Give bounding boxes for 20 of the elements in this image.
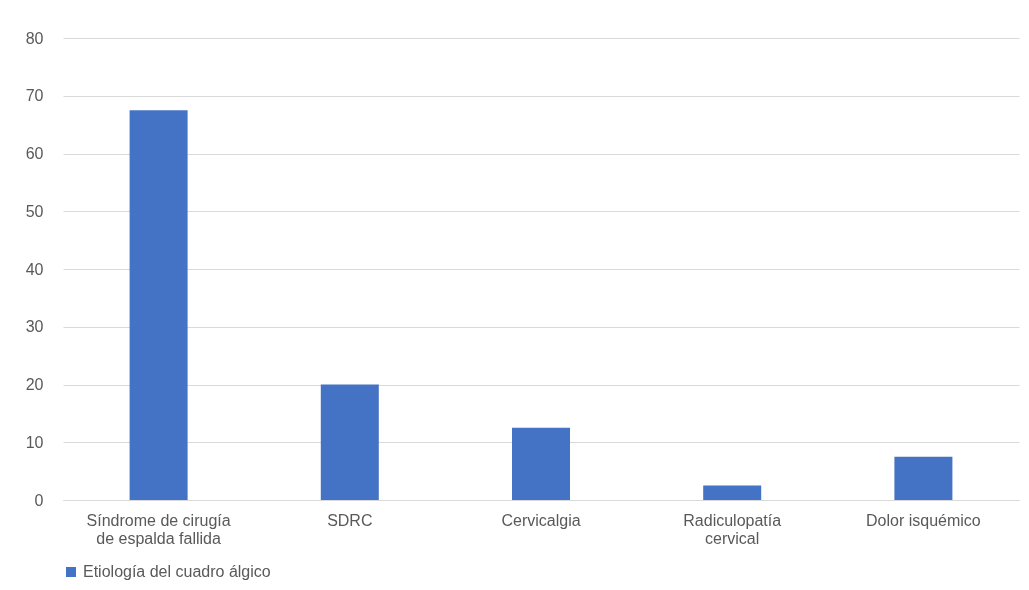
y-tick-label: 30 (25, 318, 44, 336)
x-tick-label: SDRC (327, 511, 373, 529)
bar (512, 427, 570, 500)
x-tick-label: Dolor isquémico (866, 511, 981, 529)
y-tick-label: 40 (25, 260, 44, 278)
bar (894, 456, 953, 500)
legend-label: Etiología del cuadro álgico (83, 563, 271, 580)
x-tick-label: Cervicalgia (501, 511, 581, 529)
bar (703, 485, 762, 500)
bar (129, 110, 188, 500)
y-tick-label: 80 (25, 29, 44, 47)
y-tick-label: 20 (25, 376, 44, 393)
bar (320, 384, 379, 500)
y-tick-label: 60 (25, 145, 44, 162)
x-tick-label: Radiculopatía cervical (683, 511, 782, 547)
y-tick-label: 50 (25, 202, 44, 220)
y-tick-label: 10 (25, 433, 44, 451)
x-tick-label: Síndrome de cirugía de espalda fallida (86, 511, 231, 547)
y-tick-label: 70 (25, 87, 44, 105)
y-tick-label: 0 (34, 491, 44, 509)
